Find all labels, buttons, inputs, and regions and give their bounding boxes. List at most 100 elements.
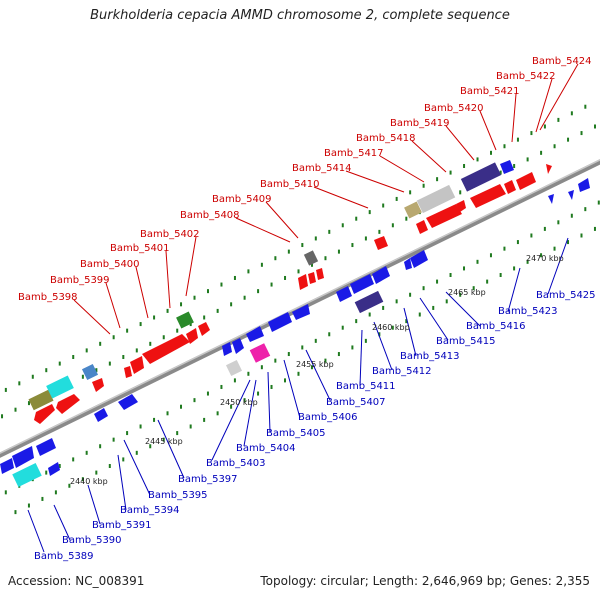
- tick-dot: [324, 256, 327, 261]
- gene-block[interactable]: [46, 375, 74, 399]
- gene-block[interactable]: [354, 290, 384, 314]
- gene-arrow[interactable]: [568, 190, 574, 200]
- gene-arrow[interactable]: [336, 286, 352, 302]
- gene-arrow[interactable]: [56, 394, 80, 414]
- gene-label[interactable]: Bamb_5412: [372, 366, 432, 377]
- gene-label[interactable]: Bamb_5411: [336, 381, 396, 392]
- gene-label[interactable]: Bamb_5413: [400, 351, 460, 362]
- gene-block[interactable]: [416, 184, 456, 214]
- gene-block[interactable]: [176, 311, 194, 329]
- gene-arrow[interactable]: [232, 338, 244, 354]
- gene-arrow[interactable]: [500, 160, 514, 174]
- gene-label[interactable]: Bamb_5390: [62, 535, 122, 546]
- gene-arrow[interactable]: [0, 458, 14, 474]
- gene-label[interactable]: Bamb_5400: [80, 259, 140, 270]
- gene-label[interactable]: Bamb_5398: [18, 292, 78, 303]
- gene-arrow[interactable]: [308, 272, 316, 284]
- gene-label[interactable]: Bamb_5404: [236, 443, 296, 454]
- gene-label[interactable]: Bamb_5414: [292, 163, 352, 174]
- gene-label[interactable]: Bamb_5391: [92, 520, 152, 531]
- gene-arrow[interactable]: [142, 334, 190, 364]
- tick-dot: [540, 253, 543, 258]
- gene-arrow[interactable]: [92, 378, 104, 392]
- gene-label[interactable]: Bamb_5418: [356, 133, 416, 144]
- gene-arrow[interactable]: [426, 204, 462, 228]
- gene-arrow[interactable]: [516, 172, 536, 190]
- gene-arrow[interactable]: [12, 446, 34, 468]
- gene-label[interactable]: Bamb_5403: [206, 458, 266, 469]
- gene-label[interactable]: Bamb_5425: [536, 290, 596, 301]
- tick-dot: [108, 361, 111, 366]
- gene-block[interactable]: [303, 250, 319, 266]
- gene-label[interactable]: Bamb_5401: [110, 243, 170, 254]
- tick-dot: [126, 328, 129, 333]
- gene-arrow[interactable]: [504, 180, 516, 194]
- gene-label[interactable]: Bamb_5406: [298, 412, 358, 423]
- gene-arrow[interactable]: [268, 312, 292, 332]
- gene-label[interactable]: Bamb_5410: [260, 179, 320, 190]
- scale-label: 2455 kbp: [296, 360, 334, 369]
- gene-arrow[interactable]: [374, 236, 388, 250]
- gene-arrow[interactable]: [130, 356, 144, 374]
- gene-arrow[interactable]: [404, 258, 412, 270]
- gene-label[interactable]: Bamb_5408: [180, 210, 240, 221]
- gene-arrow[interactable]: [470, 184, 506, 208]
- gene-label[interactable]: Bamb_5402: [140, 229, 200, 240]
- tick-dot: [314, 338, 317, 343]
- gene-arrow[interactable]: [94, 408, 108, 422]
- gene-label[interactable]: Bamb_5424: [532, 56, 592, 67]
- gene-label[interactable]: Bamb_5421: [460, 86, 520, 97]
- gene-label[interactable]: Bamb_5416: [466, 321, 526, 332]
- gene-arrow[interactable]: [124, 366, 132, 378]
- gene-arrow[interactable]: [292, 304, 310, 320]
- gene-label[interactable]: Bamb_5423: [498, 306, 558, 317]
- gene-arrow[interactable]: [410, 250, 428, 268]
- gene-arrow[interactable]: [186, 328, 198, 344]
- gene-label[interactable]: Bamb_5405: [266, 428, 326, 439]
- gene-arrow[interactable]: [456, 200, 466, 212]
- gene-arrow[interactable]: [546, 164, 552, 174]
- gene-arrow[interactable]: [316, 268, 324, 280]
- gene-arrow[interactable]: [36, 438, 56, 456]
- gene-block[interactable]: [225, 359, 243, 377]
- gene-block[interactable]: [12, 463, 42, 487]
- gene-label[interactable]: Bamb_5415: [436, 336, 496, 347]
- gene-label[interactable]: Bamb_5397: [178, 474, 238, 485]
- leader-line: [379, 155, 425, 183]
- gene-label[interactable]: Bamb_5422: [496, 71, 556, 82]
- tick-dot: [540, 150, 543, 155]
- gene-label[interactable]: Bamb_5417: [324, 148, 384, 159]
- gene-label[interactable]: Bamb_5389: [34, 551, 94, 562]
- gene-arrow[interactable]: [548, 194, 554, 204]
- gene-block[interactable]: [249, 343, 271, 363]
- gene-label[interactable]: Bamb_5395: [148, 490, 208, 501]
- gene-label[interactable]: Bamb_5419: [390, 118, 450, 129]
- leader-lines: [27, 63, 579, 553]
- tick-dot: [341, 223, 344, 228]
- gene-label[interactable]: Bamb_5409: [212, 194, 272, 205]
- gene-block[interactable]: [460, 162, 502, 192]
- gene-arrow[interactable]: [222, 342, 232, 356]
- gene-label[interactable]: Bamb_5407: [326, 397, 386, 408]
- gene-block[interactable]: [81, 363, 99, 381]
- gene-label[interactable]: Bamb_5394: [120, 505, 180, 516]
- gene-arrow[interactable]: [118, 394, 138, 410]
- gene-arrow[interactable]: [34, 404, 55, 424]
- scale-label: 2450 kbp: [220, 398, 258, 407]
- gene-arrow[interactable]: [372, 266, 390, 284]
- gene-arrow[interactable]: [578, 178, 590, 192]
- tick-dot: [449, 170, 452, 175]
- gene-arrow[interactable]: [416, 220, 428, 234]
- gene-arrow[interactable]: [246, 326, 264, 342]
- gene-block[interactable]: [404, 201, 422, 219]
- gene-arrow[interactable]: [298, 274, 308, 290]
- leader-line: [53, 504, 71, 541]
- gene-label[interactable]: Bamb_5399: [50, 275, 110, 286]
- gene-label[interactable]: Bamb_5420: [424, 103, 484, 114]
- gene-arrow[interactable]: [198, 322, 210, 336]
- gene-arrow[interactable]: [350, 274, 374, 294]
- leader-line: [373, 321, 393, 371]
- tick-dot: [489, 253, 492, 258]
- gene-block[interactable]: [28, 389, 54, 411]
- gene-arrow[interactable]: [48, 462, 60, 476]
